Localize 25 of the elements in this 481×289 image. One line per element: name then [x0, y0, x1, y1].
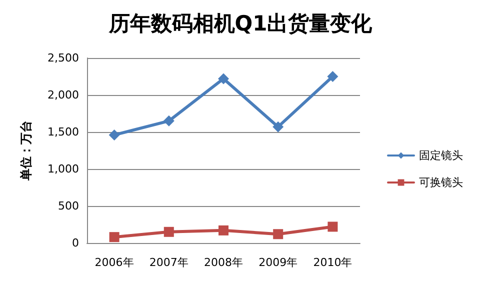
- y-tick-label: 1,500: [48, 126, 79, 138]
- y-tick-label: 1,000: [48, 162, 79, 176]
- point: [218, 225, 228, 236]
- y-tick-label: 2,000: [48, 88, 79, 102]
- y-tick-label: 500: [58, 200, 79, 212]
- point: [327, 71, 338, 82]
- point: [163, 115, 174, 126]
- point: [272, 121, 284, 132]
- point: [164, 226, 174, 237]
- legend-label: 固定镜头: [419, 149, 463, 162]
- point: [328, 222, 338, 232]
- x-tick-label: 2008年: [204, 256, 243, 269]
- x-tick-label: 2010年: [313, 256, 352, 269]
- y-axis-title: 单位：万台: [19, 120, 33, 182]
- x-tick-label: 2009年: [258, 256, 298, 269]
- chart-title: 历年数码相机Q1出货量变化: [108, 12, 374, 36]
- y-tick-label: 0: [72, 236, 79, 250]
- point: [218, 73, 229, 84]
- point: [109, 232, 120, 242]
- y-tick-label: 2,500: [48, 52, 79, 64]
- x-tick-label: 2007年: [149, 256, 188, 269]
- point: [273, 229, 284, 240]
- x-tick-label: 2006年: [94, 256, 134, 269]
- point: [108, 129, 120, 140]
- legend-label: 可换镜头: [419, 176, 463, 189]
